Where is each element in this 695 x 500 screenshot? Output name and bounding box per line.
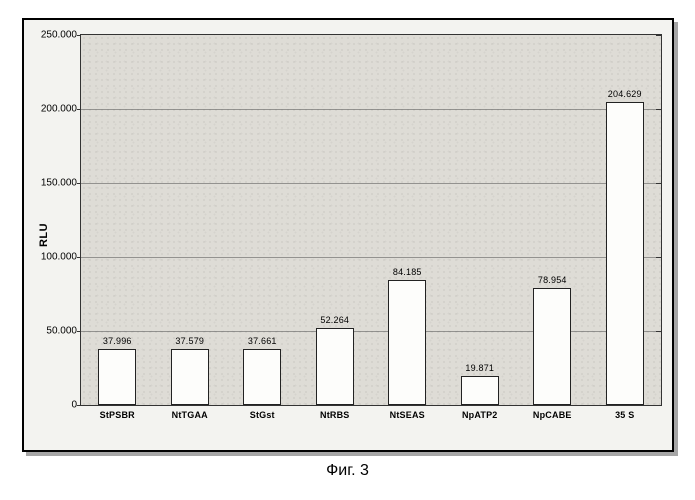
ytick-mark	[77, 183, 81, 184]
bar-value-label: 78.954	[538, 275, 567, 285]
bar-value-label: 84.185	[393, 267, 422, 277]
bar	[606, 102, 644, 405]
ytick-mark	[77, 257, 81, 258]
ytick-label: 100.000	[41, 252, 77, 263]
plot-area: 050.000100.000150.000200.000250.00037.99…	[80, 34, 662, 406]
bar	[388, 280, 426, 405]
bar-value-label: 37.996	[103, 336, 132, 346]
ytick-mark	[77, 331, 81, 332]
grid-end-cap	[656, 109, 662, 110]
ytick-mark	[77, 109, 81, 110]
bar	[243, 349, 281, 405]
gridline	[81, 109, 661, 110]
chart-frame: RLU 050.000100.000150.000200.000250.0003…	[22, 18, 674, 452]
ytick-label: 0	[71, 400, 77, 411]
ytick-mark	[77, 35, 81, 36]
grid-end-cap	[656, 405, 662, 406]
bar-value-label: 19.871	[465, 363, 494, 373]
bar-value-label: 204.629	[608, 89, 642, 99]
bar	[461, 376, 499, 405]
page-root: RLU 050.000100.000150.000200.000250.0003…	[0, 0, 695, 500]
bar	[316, 328, 354, 405]
xtick-label: NtSEAS	[390, 410, 425, 420]
bar-value-label: 37.661	[248, 336, 277, 346]
ytick-label: 50.000	[46, 326, 77, 337]
xtick-label: NtTGAA	[172, 410, 208, 420]
ytick-label: 200.000	[41, 104, 77, 115]
bar-value-label: 52.264	[320, 315, 349, 325]
bar	[533, 288, 571, 405]
bar	[98, 349, 136, 405]
ytick-mark	[77, 405, 81, 406]
figure-caption: Фиг. 3	[0, 462, 695, 480]
grid-end-cap	[656, 331, 662, 332]
xtick-label: NtRBS	[320, 410, 350, 420]
grid-end-cap	[656, 257, 662, 258]
gridline	[81, 183, 661, 184]
gridline	[81, 331, 661, 332]
xtick-label: NpCABE	[533, 410, 572, 420]
bar	[171, 349, 209, 405]
xtick-label: NpATP2	[462, 410, 498, 420]
grid-end-cap	[656, 35, 662, 36]
xtick-label: 35 S	[615, 410, 634, 420]
ytick-label: 250.000	[41, 30, 77, 41]
grid-end-cap	[656, 183, 662, 184]
xtick-label: StGst	[250, 410, 275, 420]
xtick-label: StPSBR	[100, 410, 135, 420]
bar-value-label: 37.579	[175, 336, 204, 346]
ytick-label: 150.000	[41, 178, 77, 189]
y-axis-label: RLU	[38, 223, 50, 247]
gridline	[81, 257, 661, 258]
